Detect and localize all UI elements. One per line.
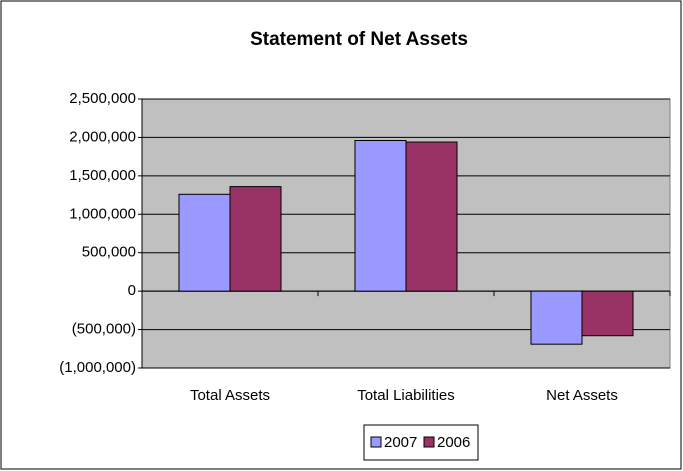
bar [178,193,231,292]
legend-label: 2006 [437,434,470,451]
x-tick-label: Total Liabilities [357,387,455,404]
x-tick-label: Total Assets [190,387,270,404]
legend-label: 2007 [384,434,417,451]
bar [405,141,458,292]
legend-swatch [423,436,435,448]
y-tick-label: (500,000) [72,321,136,338]
y-tick-label: (1,000,000) [59,359,136,376]
y-tick-label: 2,500,000 [69,90,136,107]
bar [229,186,282,292]
y-tick-label: 2,000,000 [69,128,136,145]
chart-title: Statement of Net Assets [250,29,468,50]
legend-swatch [370,436,382,448]
x-tick-label: Net Assets [546,387,618,404]
bar [530,290,583,345]
bar [354,140,407,292]
legend-box [363,424,479,461]
y-tick-label: 0 [128,282,136,299]
y-tick-label: 1,500,000 [69,167,136,184]
y-tick-label: 1,000,000 [69,205,136,222]
y-tick-label: 500,000 [82,244,136,261]
bar [581,290,634,337]
